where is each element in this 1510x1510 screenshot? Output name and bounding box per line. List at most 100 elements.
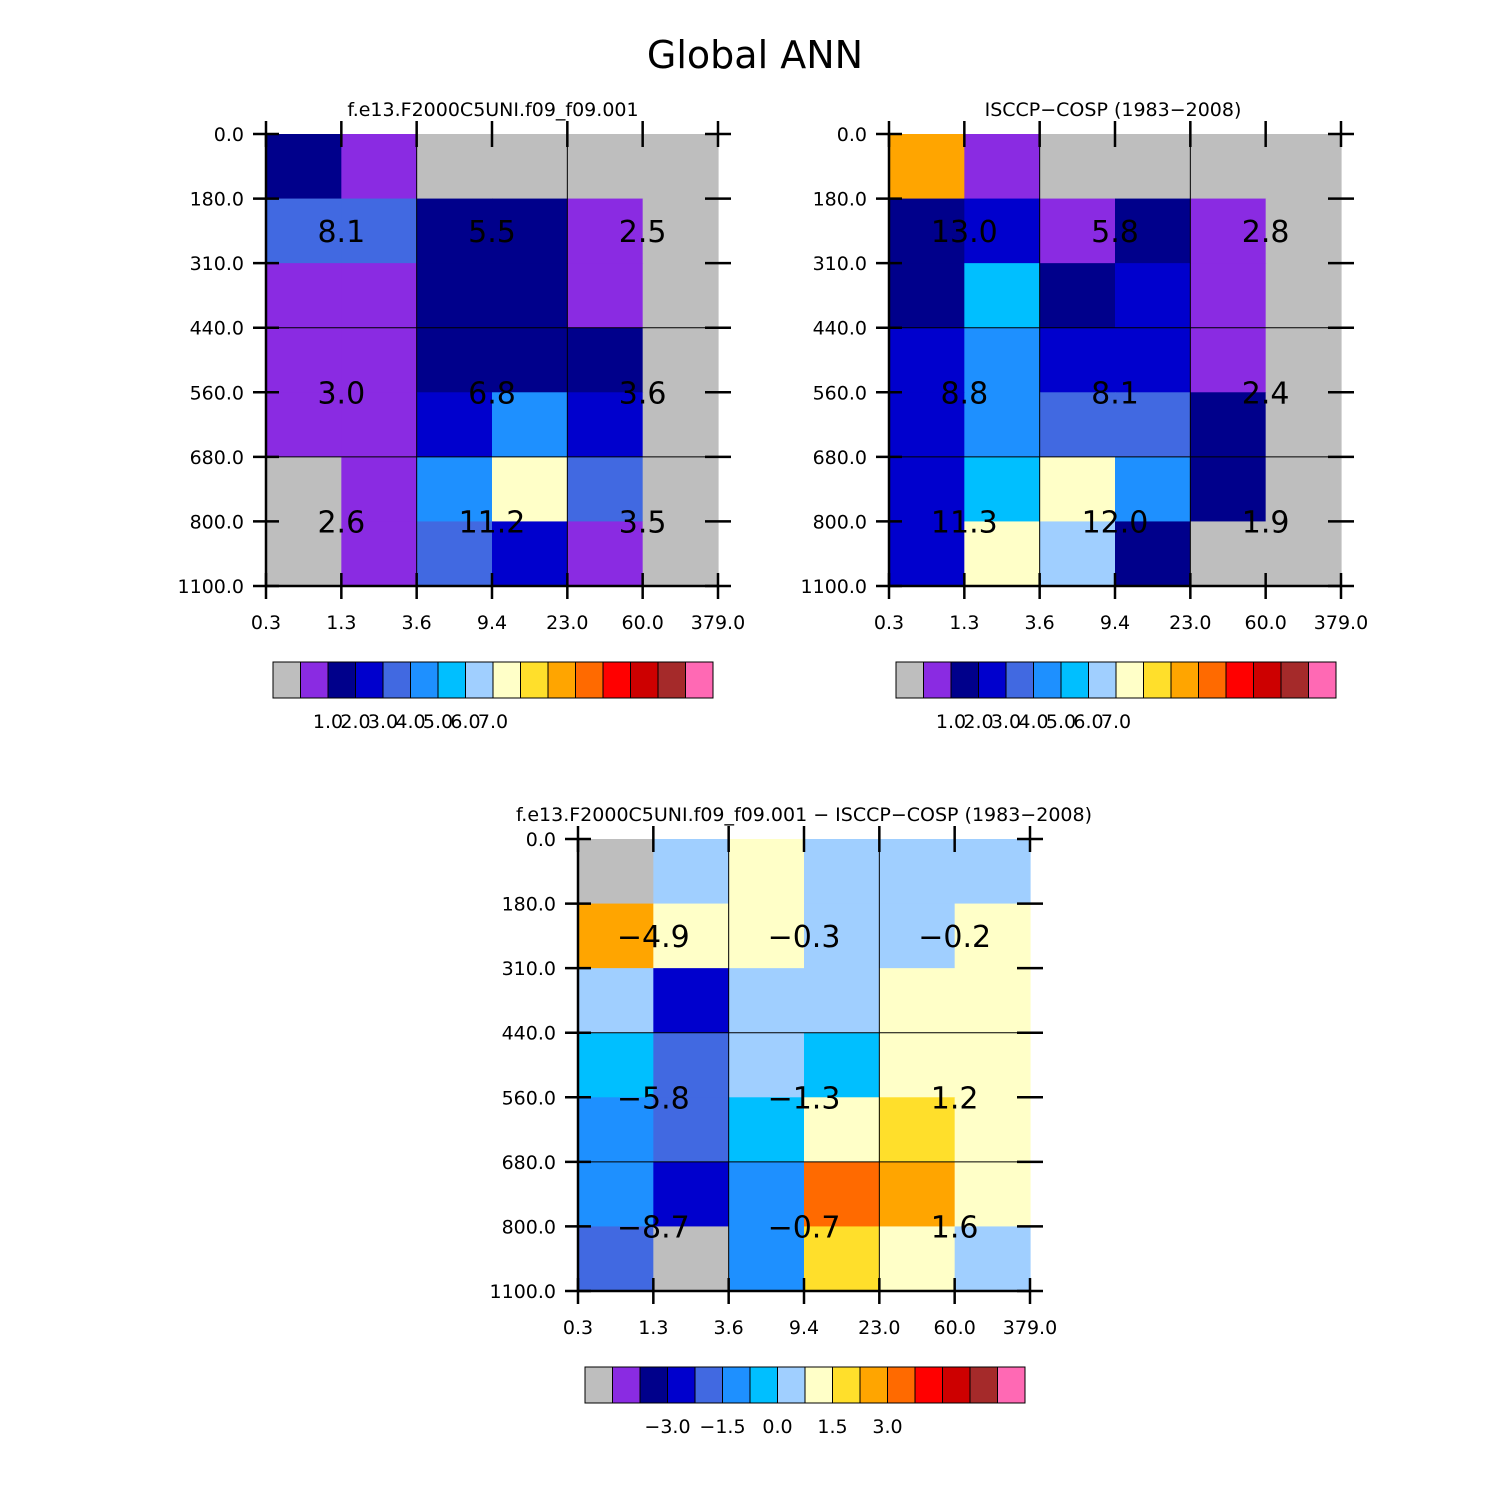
colorbar-swatch (1088, 661, 1117, 699)
heatmap-cell (416, 521, 493, 587)
x-tick-label: 1.3 (949, 612, 979, 634)
colorbar-swatch (777, 1366, 806, 1404)
y-tick-label: 560.0 (813, 382, 867, 404)
colorbar-tick-label: 3.0 (872, 1416, 902, 1438)
x-tick-label: 1.3 (326, 612, 356, 634)
heatmap-cell (954, 903, 1031, 969)
colorbar-swatch (1225, 661, 1254, 699)
colorbar-swatch (1198, 661, 1227, 699)
colorbar-tick-label: 6.0 (450, 711, 480, 733)
heatmap-cell (1039, 134, 1116, 200)
data-label: 1.9 (1242, 505, 1290, 540)
heatmap-cell (492, 263, 568, 329)
heatmap-cell (804, 903, 880, 969)
y-tick-label: 560.0 (502, 1087, 556, 1109)
heatmap-cell (341, 521, 418, 587)
heatmap-cell (642, 263, 719, 329)
x-tick-label: 23.0 (858, 1317, 900, 1339)
colorbar-tick-label: 5.0 (423, 711, 453, 733)
heatmap-cell (1039, 521, 1116, 587)
data-label: −4.9 (617, 920, 690, 955)
x-tick-label: 23.0 (546, 612, 588, 634)
heatmap-cell (266, 521, 342, 587)
data-label: 8.8 (940, 376, 988, 411)
heatmap-cell (1265, 263, 1342, 329)
y-tick-label: 680.0 (190, 447, 244, 469)
heatmap-cell (567, 392, 644, 458)
heatmap-cell (416, 134, 493, 200)
y-tick-label: 800.0 (190, 511, 244, 533)
heatmap-cell (804, 1226, 880, 1292)
heatmap-cell (879, 1032, 956, 1098)
x-tick-label: 1.3 (638, 1317, 668, 1339)
heatmap-cell (1115, 521, 1191, 587)
colorbar-swatch (382, 661, 411, 699)
heatmap-cell (1265, 198, 1342, 264)
heatmap-cell (578, 1161, 654, 1228)
y-tick-label: 680.0 (813, 447, 867, 469)
colorbar-swatch (804, 1366, 833, 1404)
colorbar-swatch (667, 1366, 696, 1404)
y-tick-label: 310.0 (502, 958, 556, 980)
x-tick-label: 379.0 (1003, 1317, 1057, 1339)
x-tick-label: 60.0 (622, 612, 664, 634)
heatmap-cell (964, 392, 1041, 458)
x-tick-label: 60.0 (934, 1317, 976, 1339)
colorbar-swatch (685, 661, 714, 699)
heatmap-cell (266, 198, 342, 264)
colorbar-swatch (1143, 661, 1172, 699)
heatmap-cell (567, 198, 644, 264)
data-label: 3.5 (619, 505, 667, 540)
heatmap-cell (1265, 521, 1342, 587)
heatmap-cell (728, 903, 805, 969)
colorbar-swatch (722, 1366, 751, 1404)
heatmap-cell (341, 327, 418, 393)
data-label: 1.6 (931, 1210, 979, 1245)
heatmap-cell (804, 839, 880, 905)
heatmap-cell (1039, 392, 1116, 458)
heatmap-cell (1190, 198, 1267, 264)
data-label: 3.0 (317, 376, 365, 411)
colorbar-swatch (639, 1366, 668, 1404)
heatmap-cell (1039, 327, 1116, 393)
heatmap-cell (954, 839, 1031, 905)
heatmap-cell (1115, 198, 1191, 264)
heatmap-cell (653, 1097, 730, 1163)
y-tick-label: 0.0 (526, 829, 556, 851)
colorbar-tick-label: 2.0 (340, 711, 370, 733)
colorbar-swatch (492, 661, 521, 699)
data-label: 8.1 (1091, 376, 1139, 411)
colorbar-swatch (969, 1366, 998, 1404)
heatmap-cell (341, 198, 418, 264)
x-tick-label: 379.0 (691, 612, 745, 634)
heatmap-cell (964, 521, 1041, 587)
colorbar-swatch (997, 1366, 1026, 1404)
heatmap-cell (642, 392, 719, 458)
heatmap-cell (1190, 456, 1267, 523)
heatmap-cell (492, 327, 568, 393)
colorbar-tick-label: 7.0 (1101, 711, 1131, 733)
colorbar-swatch (575, 661, 604, 699)
heatmap-cell (567, 134, 644, 200)
heatmap-cell (1039, 456, 1116, 523)
heatmap-cell (728, 1161, 805, 1228)
heatmap-cell (1115, 327, 1191, 393)
colorbar-tick-label: 7.0 (478, 711, 508, 733)
heatmap-cell (492, 456, 568, 523)
heatmap-cell (879, 1161, 956, 1228)
colorbar-swatch (630, 661, 659, 699)
heatmap-cell (1115, 456, 1191, 523)
colorbar-swatch (694, 1366, 723, 1404)
heatmap-cell (889, 198, 965, 264)
heatmap-cell (1115, 134, 1191, 200)
heatmap-cell (1265, 327, 1342, 393)
x-tick-label: 60.0 (1245, 612, 1287, 634)
colorbar-swatch (859, 1366, 888, 1404)
heatmap-cell (341, 456, 418, 523)
colorbar-tick-label: 4.0 (1018, 711, 1048, 733)
heatmap-cell (578, 839, 654, 905)
data-label: 8.1 (317, 215, 365, 250)
colorbar-swatch (602, 661, 631, 699)
heatmap-cell (266, 392, 342, 458)
